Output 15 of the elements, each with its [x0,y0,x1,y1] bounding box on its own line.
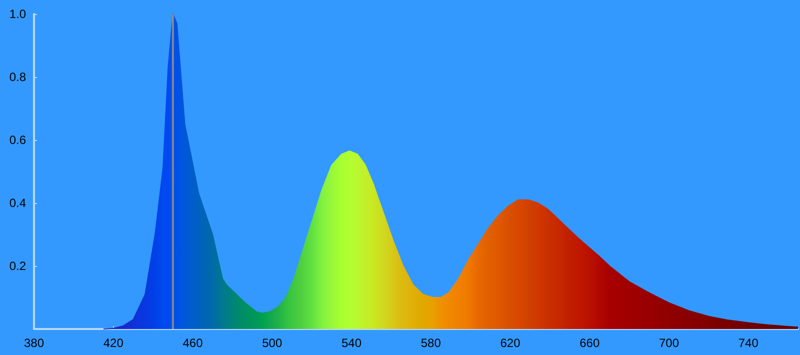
x-tick-label: 580 [420,336,442,350]
y-tick-label: 1.0 [9,7,26,21]
x-tick-label: 700 [658,336,680,350]
x-tick-label: 380 [24,336,44,350]
x-tick-label: 420 [103,336,124,350]
y-tick-label: 0.6 [9,133,26,147]
x-tick-label: 500 [262,336,282,350]
x-tick-label: 660 [580,336,600,350]
x-tick-label: 740 [738,336,759,350]
y-tick-label: 0.8 [9,70,26,84]
x-tick-label: 460 [182,336,204,350]
x-tick-label: 540 [341,336,362,350]
x-tick-label: 620 [500,336,521,350]
y-tick-label: 0.2 [9,259,26,273]
y-tick-label: 0.4 [9,196,26,210]
